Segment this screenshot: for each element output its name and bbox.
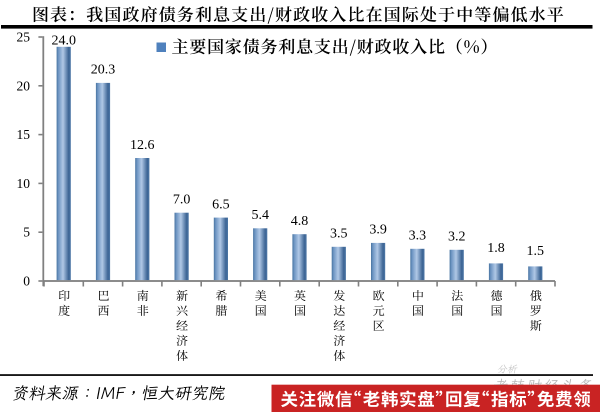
svg-text:7.0: 7.0 bbox=[173, 193, 191, 208]
svg-text:3.5: 3.5 bbox=[330, 227, 348, 242]
svg-text:5: 5 bbox=[23, 225, 30, 240]
svg-text:20.3: 20.3 bbox=[91, 63, 116, 78]
svg-text:20: 20 bbox=[17, 78, 31, 93]
svg-text:15: 15 bbox=[17, 127, 31, 142]
svg-text:1.8: 1.8 bbox=[487, 241, 505, 256]
svg-text:5.4: 5.4 bbox=[251, 208, 269, 223]
svg-text:6.5: 6.5 bbox=[212, 197, 230, 212]
svg-text:12.6: 12.6 bbox=[130, 138, 155, 153]
svg-text:25: 25 bbox=[17, 30, 31, 45]
svg-text:24.0: 24.0 bbox=[51, 33, 76, 48]
svg-text:1.5: 1.5 bbox=[527, 244, 545, 259]
svg-text:3.9: 3.9 bbox=[369, 223, 387, 238]
svg-text:4.8: 4.8 bbox=[291, 214, 309, 229]
svg-text:3.3: 3.3 bbox=[409, 229, 427, 244]
svg-text:3.2: 3.2 bbox=[448, 230, 466, 245]
svg-text:0: 0 bbox=[23, 274, 30, 289]
svg-text:10: 10 bbox=[17, 176, 31, 191]
